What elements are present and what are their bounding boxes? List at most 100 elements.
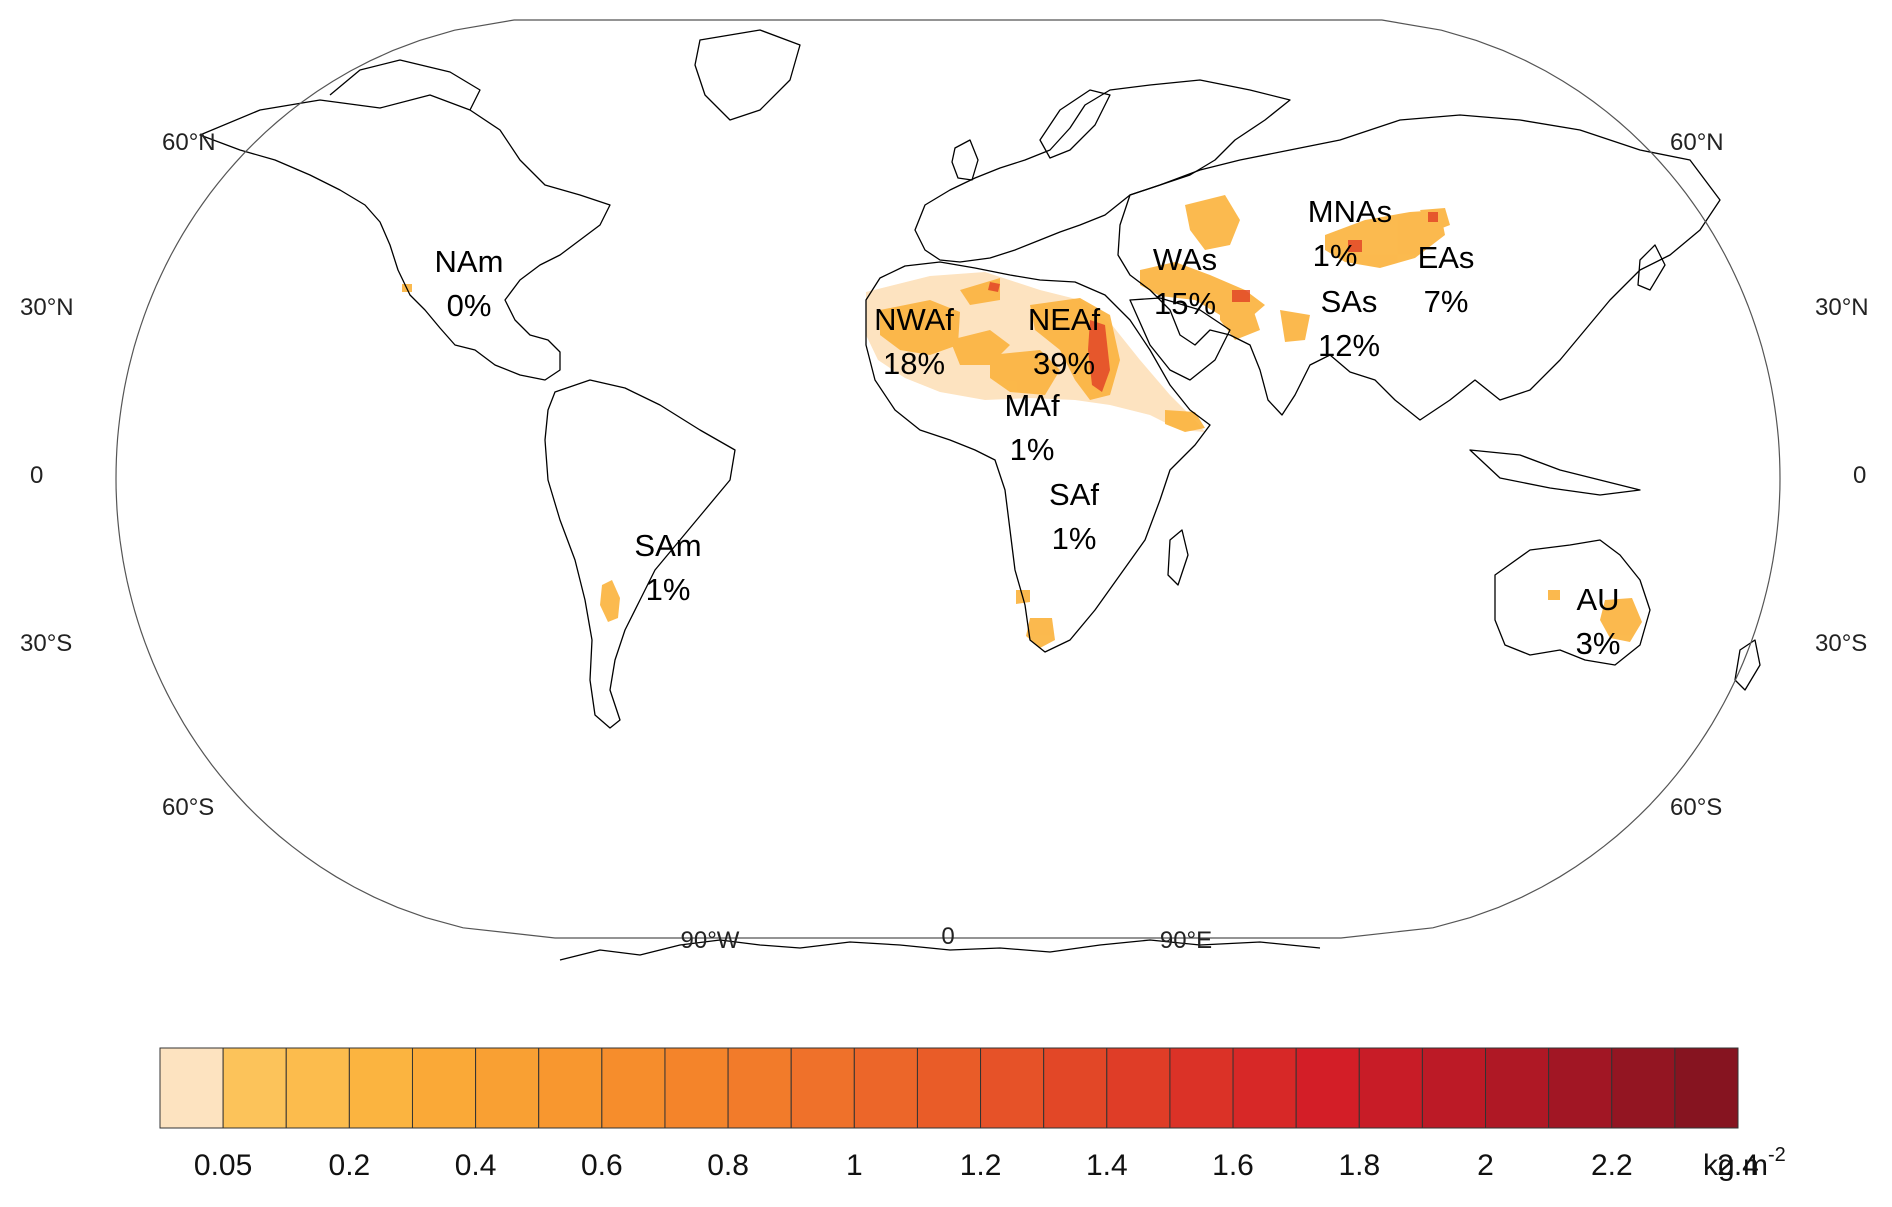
colorbar-cell: [853, 1047, 918, 1129]
region-nam-name: NAm: [435, 244, 504, 279]
region-mnas-pct: 1%: [1313, 238, 1358, 273]
colorbar-cell: [1043, 1047, 1108, 1129]
region-nam-pct: 0%: [447, 288, 492, 323]
scandinavia-coast: [1039, 89, 1111, 159]
lon-90e: 90°E: [1160, 927, 1212, 954]
new-zealand-coast: [1734, 639, 1761, 691]
colorbar-cell: [348, 1047, 413, 1129]
colorbar-unit: kg m-2: [1703, 1144, 1786, 1182]
region-was-name: WAs: [1153, 242, 1217, 277]
uk-coast: [951, 139, 979, 181]
north-america-coast: [199, 94, 611, 381]
colorbar-tick-label: 0.2: [329, 1149, 371, 1182]
lat-30s-left: 30°S: [20, 630, 72, 657]
region-sam-pct: 1%: [646, 572, 691, 607]
lat-30s-right: 30°S: [1815, 630, 1867, 657]
colorbar-cell: [664, 1047, 729, 1129]
dust-emission-layer: [402, 195, 1642, 648]
nwaf-hotspot: [988, 282, 1000, 292]
horn-africa-patch: [1165, 410, 1205, 432]
neaf-hotspot: [1088, 320, 1110, 392]
colorbar-tick-labels: 0.05 0.2 0.4 0.6 0.8 1 1.2 1.4 1.6 1.8 2 2.2 2.4: [194, 1149, 1759, 1182]
colorbar-unit-text: kg m: [1703, 1149, 1768, 1182]
region-was-pct: 15%: [1154, 286, 1216, 321]
region-sas-name: SAs: [1321, 284, 1378, 319]
colorbar-cell: [601, 1047, 666, 1129]
eas-hotspot: [1428, 212, 1438, 222]
region-maf-pct: 1%: [1010, 432, 1055, 467]
mnas-dust-patch: [1325, 210, 1445, 268]
coastlines: [199, 29, 1761, 961]
was-dust-patch-2: [1185, 195, 1240, 250]
nwaf-dust-patch: [880, 300, 960, 355]
colorbar-cell: [475, 1047, 540, 1129]
latitude-labels: 60°N 60°N 30°N 30°N 0 0 30°S 30°S 60°S 6…: [20, 129, 1869, 821]
colorbar-cell: [1358, 1047, 1423, 1129]
region-maf-name: MAf: [1004, 388, 1060, 423]
sas-dust-patch: [1280, 310, 1310, 342]
colorbar-tick-label: 0.6: [581, 1149, 623, 1182]
lat-30n-left: 30°N: [20, 294, 74, 321]
mnas-hotspot: [1348, 240, 1362, 252]
lat-60n-right: 60°N: [1670, 129, 1724, 156]
colorbar-cell: [1169, 1047, 1234, 1129]
colorbar-cell: [285, 1047, 350, 1129]
maf-dust-patch: [990, 350, 1060, 395]
africa-coast: [865, 261, 1211, 653]
colorbar-tick-label: 1.4: [1086, 1149, 1128, 1182]
madagascar-coast: [1167, 529, 1189, 586]
lat-60s-left: 60°S: [162, 794, 214, 821]
lat-60n-left: 60°N: [162, 129, 216, 156]
region-saf-pct: 1%: [1052, 521, 1097, 556]
region-au-name: AU: [1576, 582, 1619, 617]
colorbar: 0.05 0.2 0.4 0.6 0.8 1 1.2 1.4 1.6 1.8 2 2.2 2.4 kg …: [159, 1047, 1786, 1182]
colorbar-cells: [159, 1047, 1739, 1129]
europe-coast: [914, 79, 1291, 263]
region-nwaf-pct: 18%: [883, 346, 945, 381]
colorbar-tick-label: 1: [846, 1149, 863, 1182]
region-labels: NAm 0% NWAf 18% NEAf 39% MAf 1% SAf 1% S…: [435, 194, 1621, 661]
colorbar-cell: [1106, 1047, 1171, 1129]
colorbar-cell: [222, 1047, 287, 1129]
region-au-pct: 3%: [1576, 626, 1621, 661]
canada-arctic-coast: [329, 59, 481, 111]
colorbar-tick-label: 0.05: [194, 1149, 252, 1182]
australia-coast: [1494, 539, 1651, 666]
colorbar-tick-label: 0.8: [707, 1149, 749, 1182]
colorbar-unit-superscript: -2: [1768, 1144, 1786, 1166]
indonesia-coast: [1469, 449, 1641, 496]
region-neaf-name: NEAf: [1028, 302, 1101, 337]
region-mnas-name: MNAs: [1308, 194, 1392, 229]
colorbar-cell: [790, 1047, 855, 1129]
sam-dust-patch: [600, 580, 620, 622]
au-dust-patch-2: [1548, 590, 1560, 600]
projection-outline: [115, 19, 1781, 939]
colorbar-tick-label: 2.4: [1717, 1149, 1759, 1182]
colorbar-tick-label: 2.2: [1591, 1149, 1633, 1182]
region-sam-name: SAm: [634, 528, 701, 563]
asia-coast: [1117, 114, 1721, 421]
au-dust-patch: [1600, 598, 1642, 642]
colorbar-cell: [1295, 1047, 1360, 1129]
colorbar-tick-label: 2: [1477, 1149, 1494, 1182]
lon-0: 0: [941, 923, 954, 950]
lat-0-right: 0: [1853, 462, 1866, 489]
colorbar-tick-label: 1.8: [1338, 1149, 1380, 1182]
colorbar-cell: [1674, 1047, 1739, 1129]
colorbar-cell: [1232, 1047, 1297, 1129]
region-nwaf-name: NWAf: [874, 302, 954, 337]
region-neaf-pct: 39%: [1033, 346, 1095, 381]
colorbar-cell: [1485, 1047, 1550, 1129]
region-sas-pct: 12%: [1318, 328, 1380, 363]
south-america-coast: [544, 379, 736, 729]
colorbar-cell: [1421, 1047, 1487, 1129]
colorbar-cell: [411, 1047, 477, 1129]
colorbar-cell: [1611, 1047, 1676, 1129]
colorbar-tick-label: 1.2: [960, 1149, 1002, 1182]
arabia-coast: [1129, 297, 1231, 381]
colorbar-cell: [538, 1047, 603, 1129]
lon-90w: 90°W: [681, 927, 740, 954]
was-hotspot: [1232, 290, 1250, 302]
lat-30n-right: 30°N: [1815, 294, 1869, 321]
